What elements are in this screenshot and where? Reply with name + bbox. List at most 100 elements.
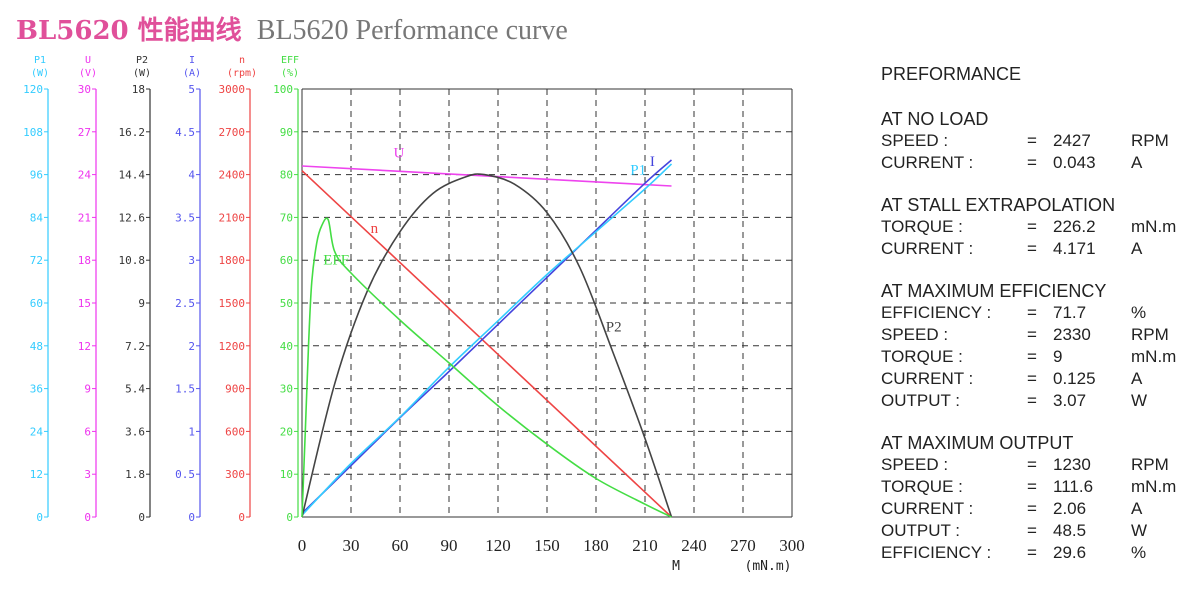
axis-tick-label: 4 bbox=[188, 169, 195, 182]
x-tick-label: 270 bbox=[730, 536, 756, 555]
curve-label-i: I bbox=[650, 154, 655, 170]
spec-unit: RPM bbox=[1131, 131, 1169, 150]
axis-tick-label: 600 bbox=[225, 425, 245, 438]
axis-tick-label: 18 bbox=[132, 83, 145, 96]
performance-section: AT NO LOAD SPEED : = 2427 RPM CURRENT : = 0.043… bbox=[881, 108, 1196, 174]
spec-equals: = bbox=[1027, 131, 1037, 150]
axis-tick-label: 5 bbox=[188, 83, 195, 96]
spec-value: 29.6 bbox=[1053, 543, 1087, 562]
axis-p2: P2 (W) 18 16.2 14.4 12.6 10.8 9 7.2 5.4 3.6 1.8 0 bbox=[119, 55, 152, 524]
performance-section: AT STALL EXTRAPOLATION TORQUE : = 226.2 mN.m… bbox=[881, 194, 1196, 260]
axis-tick-label: 300 bbox=[225, 468, 245, 481]
axis-tick-label: 1 bbox=[188, 425, 195, 438]
curve-label-u: U bbox=[393, 145, 404, 161]
spec-value: 3.07 bbox=[1053, 391, 1087, 410]
x-tick-label: 120 bbox=[485, 536, 511, 555]
spec-unit: A bbox=[1131, 499, 1143, 518]
axis-tick-label: 72 bbox=[30, 254, 43, 267]
axis-tick-label: 5.4 bbox=[125, 383, 145, 396]
title-english: BL5620 Performance curve bbox=[256, 15, 568, 46]
curve-label-p1: P1 bbox=[630, 163, 646, 179]
spec-unit: W bbox=[1131, 521, 1148, 540]
x-tick-label: 180 bbox=[583, 536, 609, 555]
axis-tick-label: 60 bbox=[280, 254, 293, 267]
performance-section: AT MAXIMUM OUTPUT SPEED : = 1230 RPM TORQUE :… bbox=[881, 432, 1196, 564]
axis-tick-label: 40 bbox=[280, 340, 293, 353]
spec-equals: = bbox=[1027, 455, 1037, 474]
axis-tick-label: 3 bbox=[188, 254, 195, 267]
axis-tick-label: 2 bbox=[188, 340, 195, 353]
section-heading: AT MAXIMUM OUTPUT bbox=[881, 433, 1074, 453]
spec-equals: = bbox=[1027, 239, 1037, 258]
performance-chart: P1(W)12010896847260483624120U(V)30272421… bbox=[23, 55, 805, 574]
x-tick-label: 60 bbox=[392, 536, 409, 555]
axis-tick-label: 14.4 bbox=[119, 169, 146, 182]
spec-row: SPEED : = 2427 RPM bbox=[881, 130, 1196, 152]
spec-label: SPEED : bbox=[881, 131, 949, 150]
chart-title: BL5620 性能曲线 BL5620 Performance curve bbox=[16, 10, 568, 47]
axis-tick-label: 108 bbox=[23, 126, 43, 139]
axis-tick-label: 1500 bbox=[219, 297, 246, 310]
axis-tick-label: 12 bbox=[30, 468, 43, 481]
axis-tick-label: 1200 bbox=[219, 340, 246, 353]
axis-tick-label: 10.8 bbox=[119, 254, 146, 267]
spec-equals: = bbox=[1027, 391, 1037, 410]
spec-label: CURRENT : bbox=[881, 239, 974, 258]
spec-equals: = bbox=[1027, 217, 1037, 236]
series-line-p1 bbox=[301, 163, 673, 516]
axis-tick-label: 9 bbox=[84, 383, 91, 396]
axis-tick-label: 27 bbox=[78, 126, 91, 139]
spec-unit: % bbox=[1131, 543, 1147, 562]
axis-tick-label: 1800 bbox=[219, 254, 246, 267]
axis-name: EFF bbox=[281, 55, 299, 66]
spec-value: 111.6 bbox=[1053, 477, 1094, 496]
spec-label: TORQUE : bbox=[881, 477, 963, 496]
axis-n: n(rpm)3000270024002100180015001200900600… bbox=[219, 55, 258, 524]
axis-tick-label: 3.5 bbox=[175, 211, 195, 224]
spec-equals: = bbox=[1027, 347, 1037, 366]
spec-row: TORQUE : = 111.6 mN.m bbox=[881, 476, 1196, 498]
title-chinese: BL5620 性能曲线 bbox=[16, 16, 242, 46]
performance-section: AT MAXIMUM EFFICIENCY EFFICIENCY : = 71.7% S… bbox=[881, 280, 1196, 412]
x-tick-label: 300 bbox=[779, 536, 805, 555]
spec-equals: = bbox=[1027, 499, 1037, 518]
performance-title: PREFORMANCE bbox=[881, 64, 1022, 84]
spec-unit: A bbox=[1131, 239, 1143, 258]
axis-tick-label: 24 bbox=[78, 169, 92, 182]
spec-row: OUTPUT : = 48.5 W bbox=[881, 520, 1196, 542]
axis-tick-label: 80 bbox=[280, 169, 293, 182]
axis-tick-label: 9 bbox=[138, 297, 145, 310]
axis-tick-label: 3 bbox=[84, 468, 91, 481]
spec-value: 4.171 bbox=[1053, 239, 1096, 258]
spec-label: EFFICIENCY : bbox=[881, 543, 992, 562]
axis-tick-label: 3000 bbox=[219, 83, 246, 96]
spec-row: CURRENT : = 2.06 A bbox=[881, 498, 1196, 520]
axis-unit: (rpm) bbox=[227, 68, 257, 79]
axis-name: n bbox=[239, 55, 245, 66]
axis-tick-label: 0.5 bbox=[175, 468, 195, 481]
spec-row: OUTPUT : = 3.07 W bbox=[881, 390, 1196, 412]
axis-tick-label: 12 bbox=[78, 340, 91, 353]
spec-unit: mN.m bbox=[1131, 217, 1177, 236]
x-axis-unit: (mN.m) bbox=[745, 559, 792, 574]
spec-value: 1230 bbox=[1053, 455, 1091, 474]
curve-labels-group: Un IP1 P2 EFF bbox=[323, 145, 655, 335]
axis-tick-label: 900 bbox=[225, 383, 245, 396]
spec-label: EFFICIENCY : bbox=[881, 303, 992, 322]
axis-tick-label: 0 bbox=[238, 511, 245, 524]
left-axes-group: P1(W)12010896847260483624120U(V)30272421… bbox=[23, 55, 299, 524]
series-group bbox=[301, 159, 673, 518]
axis-tick-label: 1.5 bbox=[175, 383, 195, 396]
spec-label: OUTPUT : bbox=[881, 521, 961, 540]
axis-tick-label: 3.6 bbox=[125, 425, 145, 438]
spec-unit: mN.m bbox=[1131, 477, 1177, 496]
x-tick-label: 150 bbox=[534, 536, 560, 555]
x-tick-label: 210 bbox=[632, 536, 658, 555]
series-line-eff bbox=[301, 217, 672, 518]
spec-row: CURRENT : = 4.171 A bbox=[881, 238, 1196, 260]
axis-tick-label: 18 bbox=[78, 254, 91, 267]
spec-value: 0.043 bbox=[1053, 153, 1096, 172]
spec-label: CURRENT : bbox=[881, 153, 974, 172]
